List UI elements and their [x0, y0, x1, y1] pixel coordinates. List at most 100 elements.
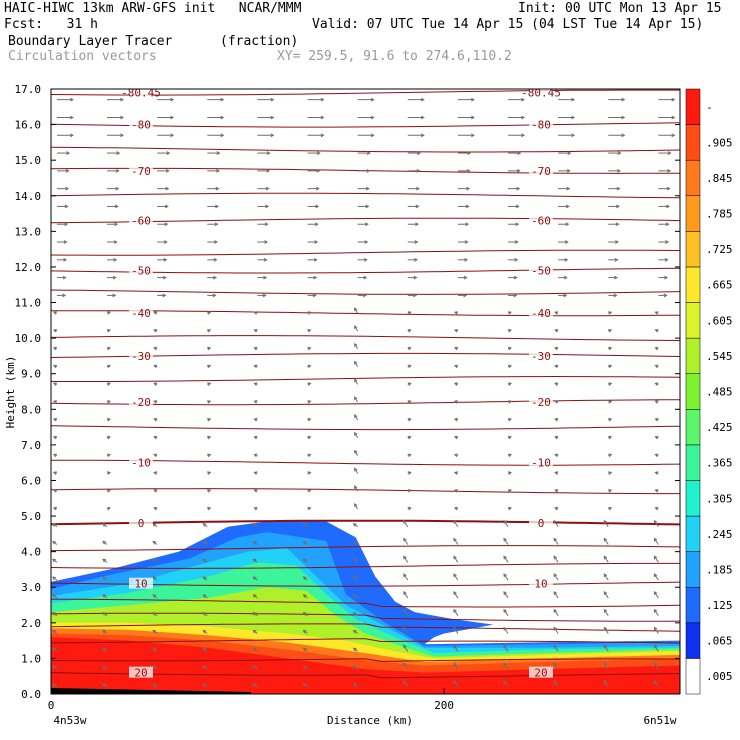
wind-vector-head [302, 594, 307, 598]
wind-vector-head [220, 97, 225, 102]
wind-vector-head [614, 257, 619, 262]
isotherm-label: -20 [131, 396, 151, 409]
wind-vector [403, 556, 409, 563]
wind-vector-head [354, 325, 358, 330]
wind-vector-head [654, 453, 659, 458]
wind-vector-head [315, 186, 320, 191]
wind-vector-head [354, 360, 358, 365]
wind-vector-head [515, 222, 520, 227]
isotherm-label-bg [129, 517, 153, 529]
wind-vector-head [654, 329, 659, 333]
wind-vector-head [608, 417, 613, 422]
wind-vector-head [608, 311, 613, 315]
wind-vector-head [554, 506, 559, 511]
wind-vector-head [608, 346, 613, 351]
y-tick-label: 11.0 [15, 297, 42, 310]
wind-vector-head [464, 257, 469, 262]
wind-vector-head [653, 537, 658, 542]
cross-section-endpoints: XY= 259.5, 91.6 to 274.6,110.2 [277, 49, 512, 64]
wind-vector-head [354, 467, 358, 472]
wind-vector [453, 556, 459, 563]
wind-vector-head [403, 608, 407, 613]
wind-vector-head [207, 382, 212, 386]
wind-vector-head [665, 240, 670, 244]
wind-vector-head [453, 417, 458, 422]
isotherm-label-bg [129, 89, 153, 98]
wind-vector [653, 627, 659, 634]
wind-vector [553, 627, 559, 634]
wind-vector-head [352, 647, 357, 652]
wind-vector [603, 538, 609, 545]
wind-vector-head [453, 346, 458, 351]
wind-vector-head [52, 417, 57, 422]
wind-vector-head [503, 662, 507, 667]
y-tick-label: 2.0 [21, 617, 41, 630]
wind-vector-head [52, 629, 56, 634]
wind-vector-head [352, 558, 357, 563]
wind-vector-head [407, 471, 412, 475]
colorbar-label: .185 [706, 563, 733, 576]
wind-vector [653, 645, 659, 652]
wind-vector-head [202, 558, 207, 563]
wind-vector-head [603, 573, 608, 578]
wind-vector-head [352, 576, 357, 581]
wind-vector-head [365, 186, 370, 191]
wind-vector [603, 573, 609, 581]
wind-vector-head [465, 222, 470, 227]
wind-vector-head [553, 662, 558, 667]
wind-vector [503, 627, 509, 634]
wind-vector-head [213, 275, 218, 280]
wind-vector-head [521, 97, 526, 102]
isotherm-label-bg [529, 666, 553, 678]
isotherm-line [51, 562, 680, 569]
y-tick-label: 5.0 [21, 510, 41, 523]
wind-vector-head [667, 168, 672, 173]
wind-vector-head [453, 311, 458, 315]
wind-vector [553, 573, 559, 581]
wind-vector-head [202, 629, 207, 634]
wind-vector [453, 662, 459, 670]
wind-vector-head [466, 168, 471, 173]
wind-vector [603, 627, 609, 634]
wind-vector-head [63, 257, 68, 262]
wind-vector-head [152, 629, 157, 634]
wind-vector-head [52, 540, 56, 545]
wind-vector-head [163, 257, 168, 262]
wind-vector-head [170, 115, 175, 120]
isotherm-label-bg [529, 396, 553, 408]
wind-vector-head [507, 471, 512, 475]
wind-vector-head [516, 186, 521, 191]
wind-vector-head [352, 594, 357, 598]
wind-vector-head [52, 612, 56, 616]
wind-vector-head [152, 647, 157, 652]
wind-vector-head [65, 168, 70, 173]
isotherm-line [51, 658, 680, 662]
wind-vector [653, 538, 659, 545]
isotherm-label: 10 [134, 578, 147, 591]
x-end-label: 6n51w [643, 714, 676, 727]
wind-vector-head [307, 435, 312, 440]
wind-vector [653, 680, 659, 688]
wind-vector-head [252, 523, 257, 527]
wind-vector-head [302, 576, 307, 581]
wind-vector-head [153, 453, 158, 458]
colorbar-swatch [685, 337, 701, 374]
wind-vector-head [666, 204, 671, 209]
wind-vector-head [653, 608, 658, 613]
colorbar-label: .365 [706, 457, 733, 470]
wind-vector [403, 609, 409, 616]
wind-vector [553, 591, 559, 599]
wind-vector-head [70, 97, 74, 102]
wind-vector-head [370, 115, 375, 120]
isotherm-label: -80 [131, 119, 151, 132]
wind-vector-head [107, 364, 111, 369]
wind-vector-head [52, 364, 57, 369]
isotherm-line [51, 399, 680, 406]
wind-vector-head [403, 573, 407, 578]
y-tick-label: 17.0 [15, 83, 42, 96]
isotherm-label-bg [529, 264, 553, 276]
colorbar-swatch [685, 195, 701, 232]
wind-vector-head [307, 400, 312, 404]
isotherm-label: 10 [534, 578, 547, 591]
wind-vector-head [202, 647, 207, 652]
